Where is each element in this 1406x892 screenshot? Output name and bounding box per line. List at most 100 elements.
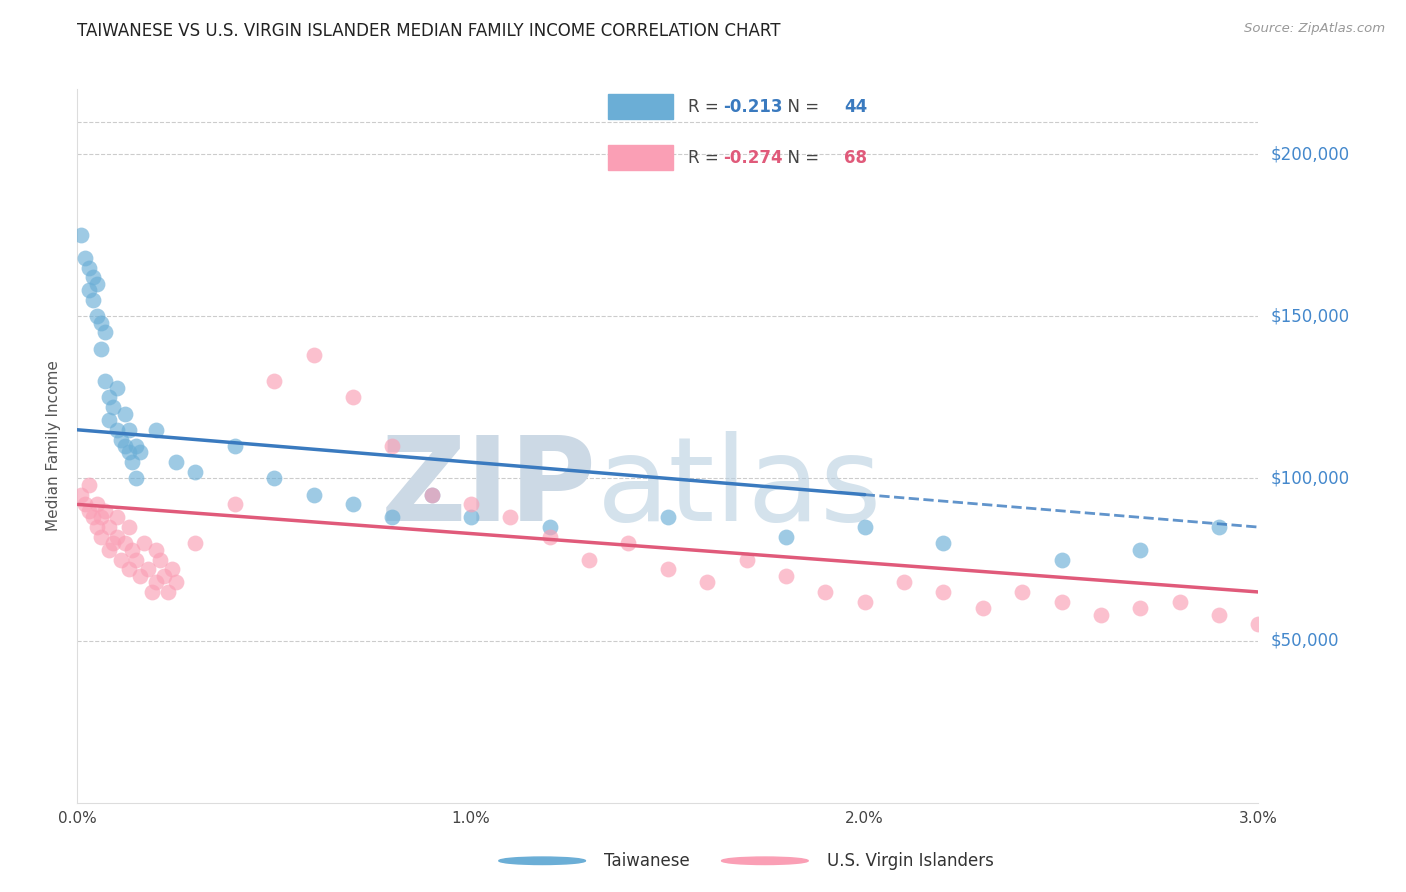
- Text: N =: N =: [776, 97, 824, 115]
- Point: [657, 562, 679, 576]
- Point: [134, 536, 156, 550]
- Point: [117, 423, 139, 437]
- Point: [117, 562, 139, 576]
- Point: [82, 293, 104, 307]
- Point: [110, 552, 132, 566]
- Point: [105, 530, 128, 544]
- Point: [263, 471, 285, 485]
- Point: [77, 478, 100, 492]
- Point: [97, 390, 120, 404]
- Point: [153, 568, 176, 582]
- Point: [381, 510, 404, 524]
- Point: [1208, 607, 1230, 622]
- Text: N =: N =: [776, 149, 824, 167]
- Point: [70, 488, 93, 502]
- Point: [1129, 601, 1152, 615]
- Circle shape: [499, 857, 585, 864]
- Point: [101, 536, 124, 550]
- Text: atlas: atlas: [598, 432, 883, 546]
- Point: [86, 277, 108, 291]
- Point: [420, 488, 443, 502]
- Text: TAIWANESE VS U.S. VIRGIN ISLANDER MEDIAN FAMILY INCOME CORRELATION CHART: TAIWANESE VS U.S. VIRGIN ISLANDER MEDIAN…: [77, 22, 780, 40]
- Point: [114, 439, 136, 453]
- Point: [578, 552, 600, 566]
- Point: [775, 530, 797, 544]
- Point: [696, 575, 718, 590]
- Text: $50,000: $50,000: [1270, 632, 1339, 649]
- Point: [657, 510, 679, 524]
- Point: [77, 283, 100, 297]
- Point: [460, 510, 482, 524]
- Point: [932, 536, 955, 550]
- Point: [97, 520, 120, 534]
- Point: [86, 497, 108, 511]
- Point: [136, 562, 159, 576]
- Point: [224, 497, 246, 511]
- Bar: [609, 145, 673, 170]
- Point: [775, 568, 797, 582]
- Point: [302, 348, 325, 362]
- Point: [381, 439, 404, 453]
- Point: [460, 497, 482, 511]
- Point: [94, 504, 117, 518]
- Point: [1129, 542, 1152, 557]
- Point: [735, 552, 758, 566]
- Point: [165, 455, 187, 469]
- Text: -0.213: -0.213: [723, 97, 783, 115]
- Point: [853, 520, 876, 534]
- Point: [499, 510, 522, 524]
- Point: [538, 530, 561, 544]
- Text: ZIP: ZIP: [381, 432, 598, 546]
- Point: [121, 455, 143, 469]
- Point: [125, 471, 148, 485]
- Point: [125, 439, 148, 453]
- Circle shape: [721, 857, 808, 864]
- Point: [90, 316, 112, 330]
- Point: [105, 423, 128, 437]
- Point: [263, 374, 285, 388]
- Point: [90, 510, 112, 524]
- Text: -0.274: -0.274: [723, 149, 783, 167]
- Point: [1050, 552, 1073, 566]
- Point: [224, 439, 246, 453]
- Point: [77, 260, 100, 275]
- Point: [86, 310, 108, 324]
- Text: Source: ZipAtlas.com: Source: ZipAtlas.com: [1244, 22, 1385, 36]
- Bar: [609, 94, 673, 120]
- Point: [94, 374, 117, 388]
- Point: [420, 488, 443, 502]
- Point: [302, 488, 325, 502]
- Point: [90, 342, 112, 356]
- Point: [101, 400, 124, 414]
- Point: [145, 423, 167, 437]
- Point: [117, 445, 139, 459]
- Point: [184, 536, 207, 550]
- Point: [184, 465, 207, 479]
- Point: [70, 228, 93, 243]
- Text: R =: R =: [688, 97, 724, 115]
- Point: [97, 413, 120, 427]
- Point: [893, 575, 915, 590]
- Point: [82, 270, 104, 285]
- Text: 68: 68: [845, 149, 868, 167]
- Point: [853, 595, 876, 609]
- Point: [149, 552, 172, 566]
- Point: [129, 568, 152, 582]
- Point: [114, 407, 136, 421]
- Point: [145, 542, 167, 557]
- Point: [1208, 520, 1230, 534]
- Point: [141, 585, 163, 599]
- Point: [814, 585, 837, 599]
- Point: [86, 520, 108, 534]
- Point: [121, 542, 143, 557]
- Point: [77, 504, 100, 518]
- Point: [110, 433, 132, 447]
- Text: R =: R =: [688, 149, 724, 167]
- Y-axis label: Median Family Income: Median Family Income: [46, 360, 62, 532]
- Point: [114, 536, 136, 550]
- Point: [1090, 607, 1112, 622]
- Point: [538, 520, 561, 534]
- Text: $100,000: $100,000: [1270, 469, 1350, 487]
- Point: [97, 542, 120, 557]
- Point: [972, 601, 994, 615]
